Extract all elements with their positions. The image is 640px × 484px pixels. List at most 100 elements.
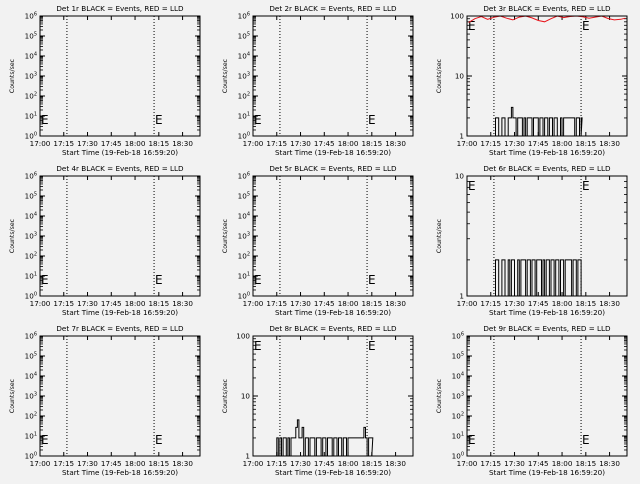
x-tick-label: 18:15 — [575, 459, 596, 468]
y-axis-label: Counts/sec — [436, 58, 443, 93]
edge-label: E — [41, 433, 49, 447]
y-tick-label: 101 — [238, 272, 250, 281]
y-tick-label: 101 — [452, 432, 464, 441]
plot-frame — [252, 335, 414, 457]
lld-series-line — [468, 15, 626, 23]
x-tick-label: 17:45 — [528, 459, 549, 468]
chart-panel: Det 7r BLACK = Events, RED = LLD Counts/s… — [9, 324, 201, 477]
x-tick-label: 17:30 — [504, 299, 525, 308]
x-tick-label: 18:00 — [125, 139, 146, 148]
y-tick-label: 10 — [241, 392, 251, 401]
y-tick-label: 1 — [245, 452, 250, 461]
x-tick-label: 18:15 — [361, 459, 382, 468]
y-tick-label: 104 — [452, 372, 464, 381]
y-tick-label: 103 — [238, 72, 250, 81]
x-tick-label: 18:15 — [575, 299, 596, 308]
chart-panel: Det 1r BLACK = Events, RED = LLD Counts/s… — [9, 4, 201, 157]
x-tick-label: 18:00 — [125, 459, 146, 468]
x-tick-label: 17:45 — [528, 139, 549, 148]
y-tick-label: 102 — [452, 412, 464, 421]
plot-frame — [39, 335, 201, 457]
y-tick-label: 103 — [238, 232, 250, 241]
x-tick-label: 18:00 — [125, 299, 146, 308]
chart-panel: Det 2r BLACK = Events, RED = LLD Counts/s… — [222, 4, 414, 157]
chart-panel: Det 3r BLACK = Events, RED = LLD Counts/s… — [436, 4, 628, 157]
x-tick-label: 18:00 — [338, 139, 359, 148]
events-series-line — [276, 419, 374, 457]
x-tick-label: 17:00 — [457, 139, 478, 148]
y-axis-label: Counts/sec — [9, 218, 16, 253]
plot-frame — [466, 175, 628, 297]
x-tick-label: 17:00 — [457, 459, 478, 468]
y-tick-label: 103 — [25, 392, 37, 401]
y-tick-label: 100 — [25, 452, 37, 461]
x-tick-label: 17:45 — [101, 459, 122, 468]
chart-panel: Det 8r BLACK = Events, RED = LLD Counts/s… — [222, 324, 414, 477]
x-tick-label: 17:30 — [77, 299, 98, 308]
y-tick-label: 103 — [452, 392, 464, 401]
y-tick-label: 103 — [25, 232, 37, 241]
y-tick-label: 106 — [238, 172, 250, 181]
x-tick-label: 18:30 — [172, 139, 193, 148]
y-axis-label: Counts/sec — [436, 378, 443, 413]
y-axis-label: Counts/sec — [222, 378, 229, 413]
x-axis-label: Start Time (19-Feb-18 16:59:20) — [62, 468, 178, 477]
y-tick-label: 104 — [25, 372, 37, 381]
chart-title: Det 1r BLACK = Events, RED = LLD — [56, 4, 184, 13]
y-tick-label: 100 — [238, 292, 250, 301]
chart-title: Det 7r BLACK = Events, RED = LLD — [56, 324, 184, 333]
y-tick-label: 105 — [238, 32, 250, 41]
events-series-line — [495, 259, 583, 297]
x-tick-label: 17:15 — [266, 139, 287, 148]
x-tick-label: 18:15 — [361, 299, 382, 308]
x-tick-label: 18:30 — [172, 459, 193, 468]
y-tick-label: 1 — [459, 292, 464, 301]
chart-title: Det 3r BLACK = Events, RED = LLD — [483, 4, 611, 13]
edge-label: E — [41, 113, 49, 127]
x-axis-label: Start Time (19-Feb-18 16:59:20) — [275, 148, 391, 157]
x-tick-label: 18:00 — [552, 139, 573, 148]
y-tick-label: 106 — [25, 172, 37, 181]
y-axis-label: Counts/sec — [9, 58, 16, 93]
chart-title: Det 5r BLACK = Events, RED = LLD — [269, 164, 397, 173]
y-tick-label: 106 — [25, 12, 37, 21]
x-tick-label: 17:00 — [243, 299, 264, 308]
y-tick-label: 101 — [238, 112, 250, 121]
x-tick-label: 17:15 — [53, 299, 74, 308]
x-tick-label: 18:15 — [148, 299, 169, 308]
plot-frame — [252, 15, 414, 137]
y-tick-label: 102 — [238, 252, 250, 261]
x-tick-label: 18:30 — [599, 139, 620, 148]
x-axis-label: Start Time (19-Feb-18 16:59:20) — [62, 308, 178, 317]
y-tick-label: 100 — [25, 292, 37, 301]
plot-frame — [39, 15, 201, 137]
chart-title: Det 4r BLACK = Events, RED = LLD — [56, 164, 184, 173]
chart-title: Det 2r BLACK = Events, RED = LLD — [269, 4, 397, 13]
y-tick-label: 106 — [238, 12, 250, 21]
x-axis-label: Start Time (19-Feb-18 16:59:20) — [489, 148, 605, 157]
x-tick-label: 17:15 — [480, 299, 501, 308]
chart-panel: Det 5r BLACK = Events, RED = LLD Counts/s… — [222, 164, 414, 317]
y-tick-label: 10 — [455, 172, 465, 181]
time-marker-label: E — [368, 273, 376, 287]
y-tick-label: 102 — [25, 412, 37, 421]
y-tick-label: 105 — [238, 192, 250, 201]
y-tick-label: 105 — [452, 352, 464, 361]
y-tick-label: 100 — [25, 132, 37, 141]
y-axis-label: Counts/sec — [222, 58, 229, 93]
x-tick-label: 18:30 — [385, 139, 406, 148]
x-tick-label: 17:30 — [77, 459, 98, 468]
x-tick-label: 17:15 — [266, 459, 287, 468]
x-tick-label: 17:45 — [101, 139, 122, 148]
y-tick-label: 102 — [238, 92, 250, 101]
x-tick-label: 17:00 — [243, 139, 264, 148]
time-marker-label: E — [155, 113, 163, 127]
plot-frame — [466, 15, 628, 137]
x-tick-label: 18:30 — [385, 459, 406, 468]
x-tick-label: 17:30 — [290, 459, 311, 468]
edge-label: E — [254, 113, 262, 127]
x-tick-label: 17:00 — [30, 139, 51, 148]
y-tick-label: 103 — [25, 72, 37, 81]
